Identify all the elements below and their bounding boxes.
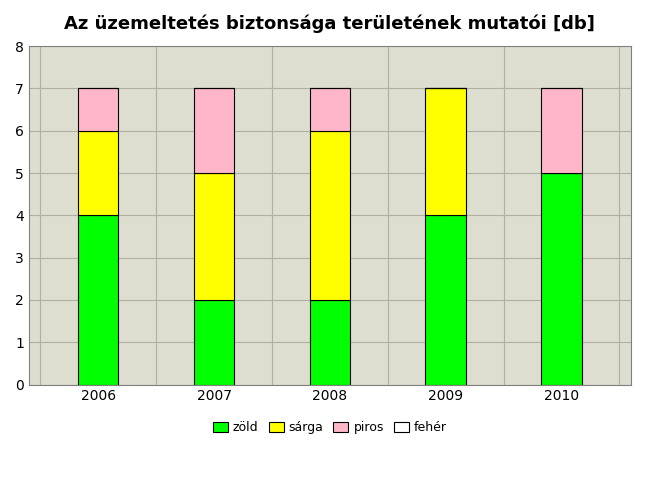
Bar — [541, 173, 582, 385]
Bar — [309, 300, 350, 385]
Bar — [194, 88, 234, 173]
Legend: zöld, sárga, piros, fehér: zöld, sárga, piros, fehér — [208, 416, 452, 439]
Bar — [78, 88, 118, 131]
Bar — [309, 131, 350, 300]
Bar — [194, 173, 234, 300]
Bar — [426, 88, 466, 215]
Bar — [541, 88, 582, 173]
Bar — [309, 88, 350, 131]
Bar — [426, 215, 466, 385]
Bar — [194, 300, 234, 385]
Title: Az üzemeltetés biztonsága területének mutatói [db]: Az üzemeltetés biztonsága területének mu… — [65, 15, 596, 33]
Bar — [78, 131, 118, 215]
Bar — [78, 215, 118, 385]
